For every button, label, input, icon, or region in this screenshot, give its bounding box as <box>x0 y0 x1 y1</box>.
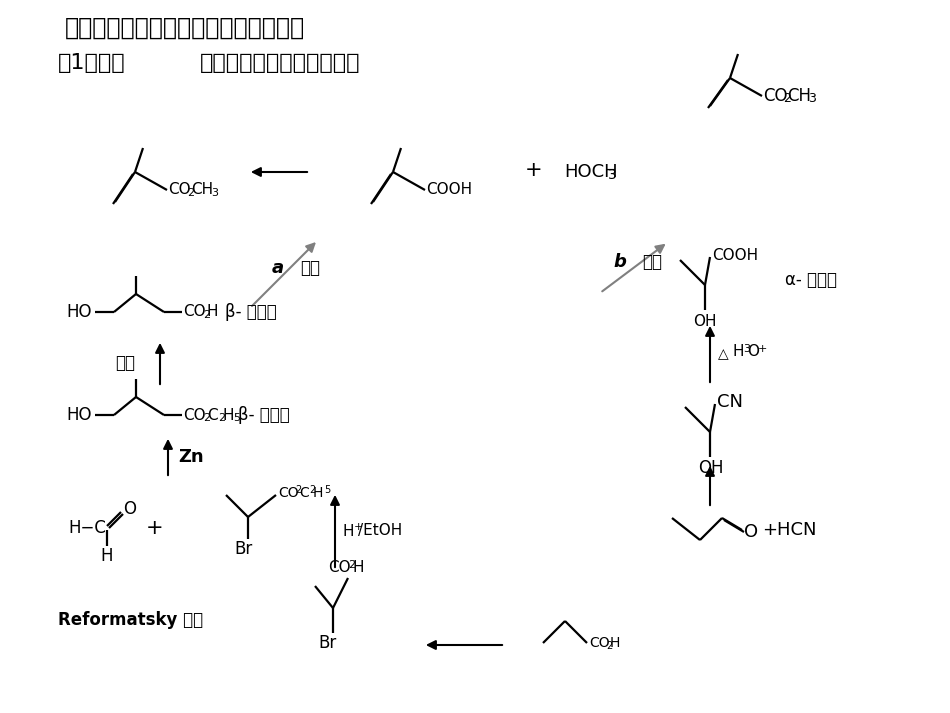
Text: CO: CO <box>589 636 610 650</box>
Text: H: H <box>222 408 234 423</box>
Text: H: H <box>610 636 620 650</box>
Text: 2: 2 <box>187 188 194 198</box>
Text: +: + <box>354 522 363 532</box>
Text: COOH: COOH <box>426 183 472 198</box>
Text: CO: CO <box>328 560 351 575</box>
Text: H: H <box>101 547 113 565</box>
Text: 2: 2 <box>348 560 355 570</box>
Text: +: + <box>525 160 542 180</box>
Text: 3: 3 <box>608 168 617 182</box>
Text: H: H <box>732 344 744 359</box>
Text: HO: HO <box>66 303 92 321</box>
Text: 5: 5 <box>233 413 240 423</box>
Text: CO: CO <box>183 304 205 319</box>
Text: H: H <box>207 304 218 319</box>
Text: 3: 3 <box>743 344 750 354</box>
Text: CO: CO <box>278 486 298 500</box>
Text: HOCH: HOCH <box>564 163 618 181</box>
Text: Br: Br <box>234 540 252 558</box>
Text: C: C <box>299 486 309 500</box>
Text: CO: CO <box>168 183 191 198</box>
Text: +: + <box>758 344 768 354</box>
Text: +HCN: +HCN <box>762 521 816 539</box>
Text: CO: CO <box>183 408 205 423</box>
Text: β- 羟基酸: β- 羟基酸 <box>225 303 276 321</box>
Text: β- 羟基酯: β- 羟基酯 <box>238 406 290 424</box>
Text: △: △ <box>718 347 729 361</box>
Text: H: H <box>352 560 364 575</box>
Text: H: H <box>343 523 354 538</box>
Text: 2: 2 <box>606 641 612 651</box>
Text: α- 羟基酸: α- 羟基酸 <box>785 271 837 289</box>
Text: CH: CH <box>787 87 811 105</box>
Text: 2: 2 <box>203 413 210 423</box>
Text: （1）分析: （1）分析 <box>58 53 125 73</box>
Text: C: C <box>207 408 218 423</box>
Text: b: b <box>614 253 626 271</box>
Text: 2: 2 <box>295 485 301 495</box>
Text: H−C: H−C <box>68 519 105 537</box>
Text: H: H <box>313 486 323 500</box>
Text: OH: OH <box>698 459 724 477</box>
Text: 脱水: 脱水 <box>642 253 662 271</box>
Text: 2: 2 <box>203 310 210 320</box>
Text: 2: 2 <box>783 93 790 106</box>
Text: CH: CH <box>191 183 213 198</box>
Text: 脱水: 脱水 <box>300 259 320 277</box>
Text: 2: 2 <box>218 413 225 423</box>
Text: Reformatsky 反应: Reformatsky 反应 <box>58 611 203 629</box>
Text: O: O <box>744 523 758 541</box>
Text: OH: OH <box>693 314 716 329</box>
Text: Zn: Zn <box>178 448 203 466</box>
Text: 例：试设计甲基丙烯酸甲酯的合成路线: 例：试设计甲基丙烯酸甲酯的合成路线 <box>65 16 305 40</box>
Text: 目标分子的结构是不饱和酯: 目标分子的结构是不饱和酯 <box>200 53 360 73</box>
Text: O: O <box>123 500 136 518</box>
Text: COOH: COOH <box>712 247 758 262</box>
Text: 2: 2 <box>309 485 315 495</box>
Text: 水解: 水解 <box>115 354 135 372</box>
Text: HO: HO <box>66 406 92 424</box>
Text: /EtOH: /EtOH <box>358 523 402 538</box>
Text: 3: 3 <box>808 93 816 106</box>
Text: CN: CN <box>717 393 743 411</box>
Text: 5: 5 <box>324 485 331 495</box>
Text: +: + <box>146 518 163 538</box>
Text: Br: Br <box>319 634 337 652</box>
Text: 3: 3 <box>211 188 218 198</box>
Text: CO: CO <box>763 87 788 105</box>
Text: O: O <box>747 344 759 359</box>
Text: a: a <box>272 259 284 277</box>
